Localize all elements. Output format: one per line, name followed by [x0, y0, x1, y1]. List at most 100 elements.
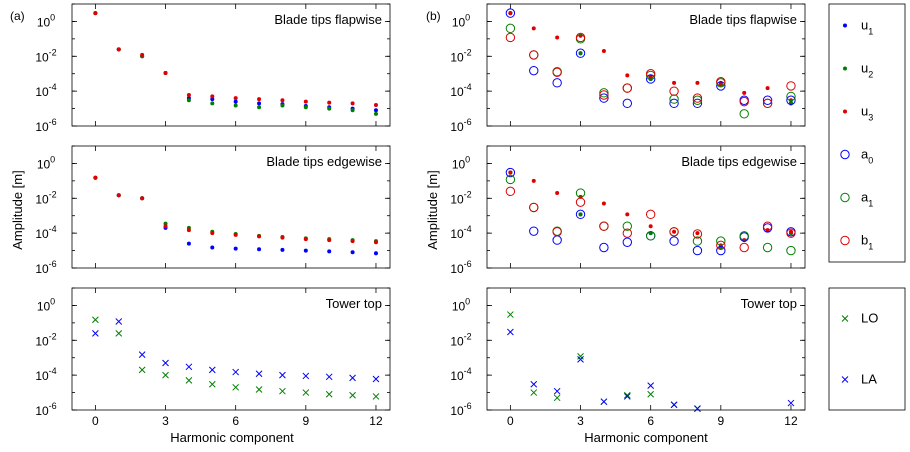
data-point: [625, 212, 630, 217]
series-LO: [92, 316, 380, 400]
data-point: [716, 245, 726, 256]
data-point: [303, 105, 308, 110]
data-point: [555, 35, 560, 40]
y-tick-label-exponent: -2: [464, 189, 472, 199]
subplot-title: Tower top: [741, 296, 797, 311]
data-point: [302, 389, 310, 396]
y-tick-label-exponent: -2: [464, 47, 472, 57]
data-point: [505, 167, 516, 178]
data-point: [257, 101, 262, 106]
legend-marker: [841, 315, 849, 322]
data-point: [739, 96, 749, 107]
data-point: [575, 197, 586, 207]
data-point: [762, 242, 773, 253]
data-point: [669, 227, 679, 237]
legend-label-subscript: 1: [868, 199, 873, 209]
y-tick-label: 10-2: [35, 331, 56, 348]
data-point: [599, 242, 609, 253]
data-point: [349, 374, 356, 382]
data-point: [279, 371, 286, 379]
data-point: [529, 50, 539, 60]
y-tick-label-exponent: -2: [49, 331, 57, 341]
data-point: [716, 81, 726, 91]
data-point: [599, 90, 609, 100]
xlabel-right: Harmonic component: [584, 430, 708, 445]
data-point: [349, 391, 356, 399]
data-point: [303, 248, 308, 253]
legend-blade-frame: [828, 3, 906, 263]
data-point: [716, 76, 726, 87]
x-tick-label: 12: [784, 414, 798, 428]
y-tick-label-exponent: -6: [464, 259, 472, 269]
data-point: [373, 108, 378, 113]
y-tick-label-exponent: -6: [464, 117, 472, 127]
data-point: [255, 386, 263, 393]
x-tick-label: 6: [647, 414, 654, 428]
data-point: [116, 193, 121, 198]
data-point: [695, 231, 700, 236]
legend-tower: LO LA: [828, 287, 906, 411]
data-point: [672, 80, 677, 85]
data-point: [692, 245, 703, 256]
legend-label-subscript: 1: [868, 27, 873, 37]
data-point: [138, 351, 146, 358]
data-point: [210, 101, 215, 106]
data-point: [115, 329, 123, 337]
data-point: [622, 237, 632, 247]
data-point: [280, 103, 285, 108]
data-point: [508, 11, 513, 16]
y-tick-label: 10-2: [450, 331, 471, 348]
y-tick-label-exponent: 0: [50, 12, 55, 22]
series-u3: [93, 175, 378, 245]
series-a0: [505, 8, 796, 109]
data-point: [327, 106, 332, 111]
data-point: [552, 227, 562, 237]
data-point: [303, 99, 308, 104]
data-point: [350, 250, 355, 255]
data-point: [575, 48, 586, 58]
y-tick-label-exponent: -4: [464, 82, 472, 92]
subplot-6: 100 10-2 10-4 10-6 0 3 6 9 12 Tower top: [450, 287, 806, 428]
data-point: [373, 251, 378, 256]
data-point: [280, 235, 285, 240]
x-tick-label: 0: [507, 414, 514, 428]
data-point: [578, 212, 583, 217]
y-tick-label: 100: [37, 154, 55, 171]
subplot-title: Blade tips flapwise: [689, 12, 797, 27]
data-point: [578, 51, 583, 56]
data-point: [186, 98, 191, 103]
data-point: [762, 221, 773, 231]
data-point: [575, 209, 586, 220]
data-point: [645, 231, 656, 241]
data-point: [185, 377, 193, 384]
data-point: [255, 370, 263, 378]
data-point: [600, 398, 608, 406]
data-point: [577, 352, 584, 360]
data-point: [185, 363, 193, 371]
data-point: [233, 96, 238, 101]
y-tick-label: 10-6: [35, 117, 56, 134]
data-point: [623, 393, 631, 400]
ylabel-left: Amplitude [m]: [10, 170, 25, 249]
data-point: [257, 97, 262, 102]
data-point: [762, 95, 773, 105]
data-point: [788, 229, 793, 234]
data-point: [140, 52, 145, 57]
data-point: [716, 236, 726, 246]
y-tick-label: 100: [452, 12, 470, 29]
y-tick-label: 10-6: [35, 401, 56, 418]
data-point: [786, 81, 796, 91]
x-tick-label: 0: [92, 414, 99, 428]
axes-frame: [486, 287, 806, 411]
y-tick-label-exponent: -6: [49, 117, 57, 127]
subplot-title: Tower top: [326, 296, 382, 311]
data-point: [647, 382, 655, 389]
y-tick-label: 10-4: [35, 224, 56, 241]
data-point: [762, 98, 773, 109]
data-point: [350, 101, 355, 106]
data-point: [692, 93, 703, 103]
data-point: [505, 32, 516, 43]
data-point: [257, 247, 262, 252]
y-tick-label: 10-4: [450, 224, 471, 241]
